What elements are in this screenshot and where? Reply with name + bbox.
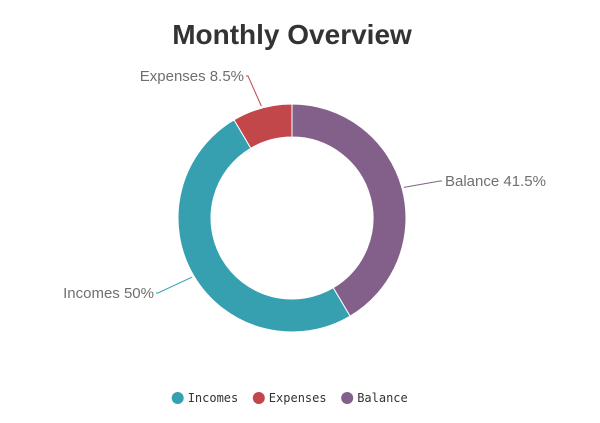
slice-balance[interactable] xyxy=(291,103,407,317)
leader-line-balance xyxy=(403,180,442,188)
legend-marker-incomes xyxy=(171,392,184,404)
slices-group xyxy=(177,103,407,333)
legend-marker-balance xyxy=(341,392,354,404)
legend-label-balance: Balance xyxy=(357,391,408,405)
slice-labels-group: Expenses 8.5% Balance 41.5% Incomes 50% xyxy=(63,68,546,302)
legend-label-incomes: Incomes xyxy=(188,391,239,405)
slice-label-expenses: Expenses 8.5% xyxy=(140,68,244,85)
legend-item-expenses[interactable]: Expenses xyxy=(252,391,327,405)
legend-item-incomes[interactable]: Incomes xyxy=(171,391,239,405)
slice-label-balance: Balance 41.5% xyxy=(445,173,546,190)
legend: Incomes Expenses Balance xyxy=(171,391,408,405)
legend-label-expenses: Expenses xyxy=(269,391,327,405)
slice-label-incomes: Incomes 50% xyxy=(63,285,154,302)
leader-line-expenses xyxy=(246,75,262,107)
slice-incomes[interactable] xyxy=(177,119,351,333)
chart-title: Monthly Overview xyxy=(172,19,412,50)
leader-line-incomes xyxy=(156,276,193,294)
legend-item-balance[interactable]: Balance xyxy=(341,391,408,405)
legend-marker-expenses xyxy=(252,392,265,404)
